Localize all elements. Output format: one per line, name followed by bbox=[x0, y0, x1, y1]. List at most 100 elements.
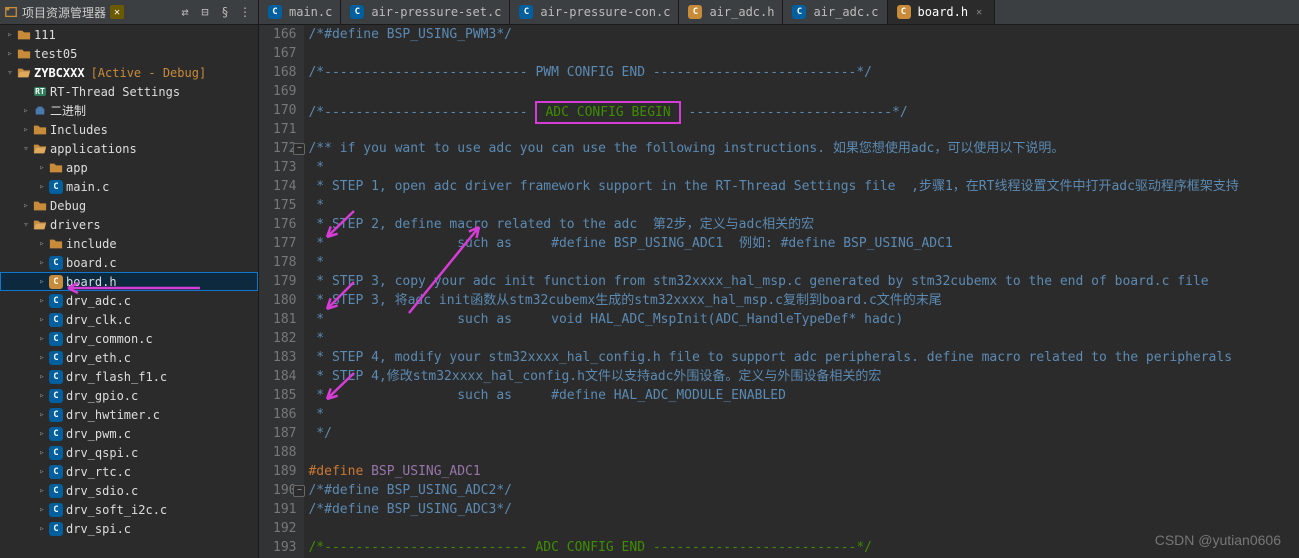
node-label: 二进制 bbox=[50, 102, 86, 119]
node-label: applications bbox=[50, 142, 137, 156]
close-tab-icon[interactable]: ✕ bbox=[972, 5, 986, 19]
expand-icon[interactable]: ▹ bbox=[36, 163, 48, 173]
file-icon: C bbox=[48, 389, 64, 403]
node-label: drv_clk.c bbox=[66, 313, 131, 327]
expand-icon[interactable]: ▿ bbox=[20, 144, 32, 154]
tab-icon: C bbox=[518, 5, 534, 19]
file-icon: C bbox=[48, 484, 64, 498]
tree-node[interactable]: ▹Cdrv_pwm.c bbox=[0, 424, 258, 443]
tree-node[interactable]: ▿ applications bbox=[0, 139, 258, 158]
fold-icon[interactable]: − bbox=[293, 143, 305, 155]
sidebar-title-text: 项目资源管理器 bbox=[22, 4, 106, 21]
expand-icon[interactable]: ▹ bbox=[36, 372, 48, 382]
line-number: 191 bbox=[273, 500, 296, 519]
collapse-icon[interactable]: ⊟ bbox=[196, 3, 214, 21]
file-tree[interactable]: ▹111▹test05▿ZYBCXXX[Active - Debug]RTRT-… bbox=[0, 25, 258, 558]
editor-tab[interactable]: Cair_adc.c bbox=[783, 0, 887, 24]
expand-icon[interactable]: ▿ bbox=[20, 220, 32, 230]
code-line bbox=[308, 44, 1299, 63]
tab-label: air_adc.h bbox=[709, 5, 774, 19]
tab-label: air-pressure-con.c bbox=[540, 5, 670, 19]
tree-node[interactable]: ▹Cdrv_clk.c bbox=[0, 310, 258, 329]
expand-icon[interactable]: ▹ bbox=[36, 315, 48, 325]
line-number: 171 bbox=[273, 120, 296, 139]
tree-node[interactable]: ▹Cdrv_gpio.c bbox=[0, 386, 258, 405]
tree-node[interactable]: ▹app bbox=[0, 158, 258, 177]
code-line: /*#define BSP_USING_ADC3*/ bbox=[308, 500, 1299, 519]
expand-icon[interactable]: ▹ bbox=[36, 505, 48, 515]
tree-node[interactable]: ▹ 二进制 bbox=[0, 101, 258, 120]
tree-node[interactable]: ▹Cdrv_sdio.c bbox=[0, 481, 258, 500]
expand-icon[interactable]: ▹ bbox=[4, 49, 16, 59]
expand-icon[interactable]: ▹ bbox=[20, 106, 32, 116]
expand-icon[interactable]: ▹ bbox=[4, 30, 16, 40]
tree-node[interactable]: ▹Cboard.h bbox=[0, 272, 258, 291]
expand-icon[interactable]: ▹ bbox=[36, 486, 48, 496]
tree-node[interactable]: RTRT-Thread Settings bbox=[0, 82, 258, 101]
tree-node[interactable]: ▹Cdrv_flash_f1.c bbox=[0, 367, 258, 386]
tree-node[interactable]: ▹ test05 bbox=[0, 44, 258, 63]
fold-icon[interactable]: − bbox=[293, 485, 305, 497]
expand-icon[interactable]: ▹ bbox=[36, 467, 48, 477]
code-line bbox=[308, 443, 1299, 462]
file-icon: C bbox=[48, 370, 64, 384]
node-label: test05 bbox=[34, 47, 77, 61]
line-number: 182 bbox=[273, 329, 296, 348]
expand-icon[interactable]: ▹ bbox=[36, 448, 48, 458]
tree-node[interactable]: ▹Cdrv_spi.c bbox=[0, 519, 258, 538]
tree-node[interactable]: ▹111 bbox=[0, 25, 258, 44]
line-number: 193 bbox=[273, 538, 296, 557]
tab-label: main.c bbox=[289, 5, 332, 19]
expand-icon[interactable]: ▹ bbox=[36, 429, 48, 439]
tree-node[interactable]: ▹Cdrv_adc.c bbox=[0, 291, 258, 310]
line-number: 183 bbox=[273, 348, 296, 367]
tree-node[interactable]: ▹Cmain.c bbox=[0, 177, 258, 196]
line-number: 179 bbox=[273, 272, 296, 291]
tree-node[interactable]: ▹Includes bbox=[0, 120, 258, 139]
tree-node[interactable]: ▹Cdrv_hwtimer.c bbox=[0, 405, 258, 424]
editor-tabs[interactable]: Cmain.cCair-pressure-set.cCair-pressure-… bbox=[259, 0, 1299, 25]
filter-icon[interactable]: § bbox=[216, 3, 234, 21]
expand-icon[interactable]: ▹ bbox=[36, 258, 48, 268]
expand-icon[interactable]: ▿ bbox=[4, 68, 16, 78]
code-line: * STEP 1, open adc driver framework supp… bbox=[308, 177, 1299, 196]
tree-node[interactable]: ▹Cdrv_rtc.c bbox=[0, 462, 258, 481]
expand-icon[interactable]: ▹ bbox=[36, 182, 48, 192]
close-panel-icon[interactable]: ✕ bbox=[110, 5, 124, 19]
tree-node[interactable]: ▹include bbox=[0, 234, 258, 253]
expand-icon[interactable]: ▹ bbox=[36, 524, 48, 534]
expand-icon[interactable]: ▹ bbox=[36, 334, 48, 344]
expand-icon[interactable]: ▹ bbox=[36, 353, 48, 363]
expand-icon[interactable]: ▹ bbox=[20, 201, 32, 211]
tree-node[interactable]: ▿drivers bbox=[0, 215, 258, 234]
node-label: drv_sdio.c bbox=[66, 484, 138, 498]
tree-node[interactable]: ▹Cboard.c bbox=[0, 253, 258, 272]
tree-node[interactable]: ▹Cdrv_qspi.c bbox=[0, 443, 258, 462]
expand-icon[interactable]: ▹ bbox=[36, 296, 48, 306]
source-code[interactable]: /*#define BSP_USING_PWM3*//*------------… bbox=[304, 25, 1299, 558]
editor-tab[interactable]: Cair-pressure-con.c bbox=[510, 0, 679, 24]
node-label: drv_spi.c bbox=[66, 522, 131, 536]
expand-icon[interactable]: ▹ bbox=[20, 125, 32, 135]
editor-tab[interactable]: Cmain.c bbox=[259, 0, 341, 24]
tree-node[interactable]: ▿ZYBCXXX[Active - Debug] bbox=[0, 63, 258, 82]
expand-icon[interactable]: ▹ bbox=[36, 391, 48, 401]
tree-node[interactable]: ▹Cdrv_soft_i2c.c bbox=[0, 500, 258, 519]
editor-tab[interactable]: Cair_adc.h bbox=[679, 0, 783, 24]
file-icon: C bbox=[48, 256, 64, 270]
tree-node[interactable]: ▹Cdrv_eth.c bbox=[0, 348, 258, 367]
expand-icon[interactable]: ▹ bbox=[36, 410, 48, 420]
menu-icon[interactable]: ⋮ bbox=[236, 3, 254, 21]
file-icon bbox=[16, 28, 32, 42]
expand-icon[interactable]: ▹ bbox=[36, 239, 48, 249]
node-label: Debug bbox=[50, 199, 86, 213]
line-number: 173 bbox=[273, 158, 296, 177]
expand-icon[interactable]: ▹ bbox=[36, 277, 48, 287]
editor-tab[interactable]: Cair-pressure-set.c bbox=[341, 0, 510, 24]
line-number: 166 bbox=[273, 25, 296, 44]
tree-node[interactable]: ▹Cdrv_common.c bbox=[0, 329, 258, 348]
code-line bbox=[308, 82, 1299, 101]
tree-node[interactable]: ▹ Debug bbox=[0, 196, 258, 215]
editor-tab[interactable]: Cboard.h✕ bbox=[888, 0, 996, 24]
link-icon[interactable]: ⇄ bbox=[176, 3, 194, 21]
